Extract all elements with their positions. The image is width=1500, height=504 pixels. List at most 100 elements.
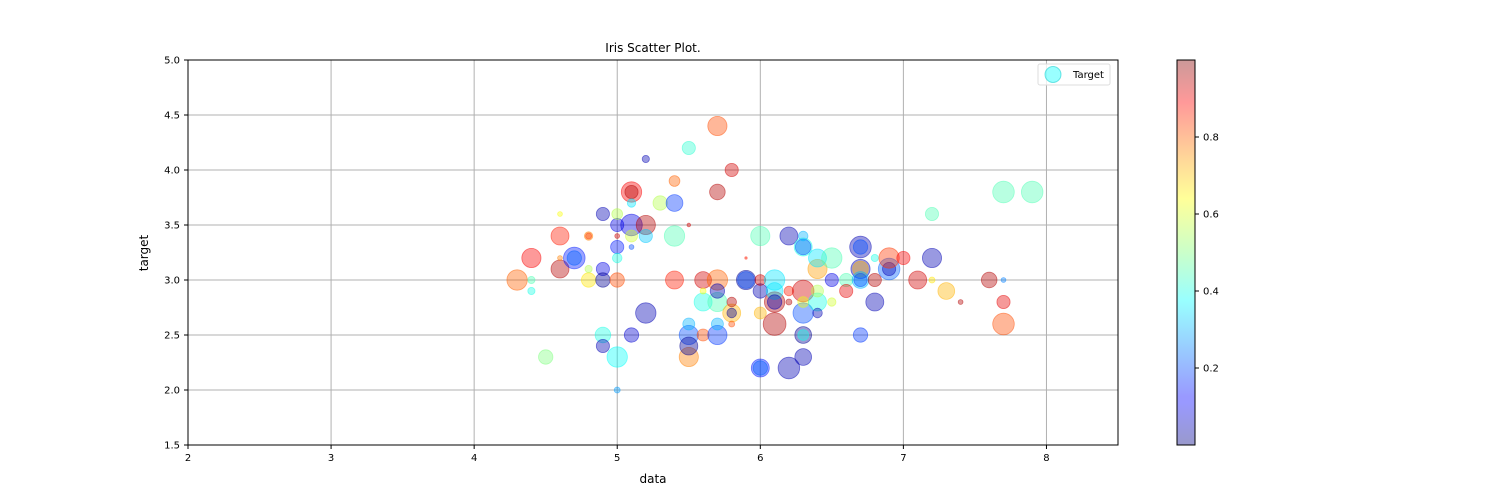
colorbar: 0.2 0.4 0.6 0.8 [1176,59,1219,446]
data-point [812,307,823,319]
data-point [1020,180,1044,204]
data-point [792,279,815,303]
data-point [635,302,657,324]
plot-area-frame [187,59,1119,446]
data-point [521,247,542,268]
data-point [635,214,656,235]
x-tick-label: 6 [757,453,763,464]
data-point [763,269,786,291]
data-point [737,271,755,289]
data-point [628,244,635,250]
data-point [824,272,839,287]
data-point [821,247,843,269]
data-point [797,329,809,341]
y-tick-label: 2.5 [164,331,180,342]
data-point [585,232,592,240]
data-point [925,206,940,221]
data-point [557,255,563,261]
colorbar-tick-label: 0.8 [1203,133,1219,144]
y-axis-ticks: 1.5 2.0 2.5 3.0 3.5 4.0 4.5 5.0 [164,56,188,452]
y-tick-label: 3.5 [164,221,180,232]
data-point [668,175,681,187]
data-point [610,239,625,254]
data-point [882,261,897,276]
data-point [686,222,691,228]
data-point [557,211,563,217]
legend: Target [1037,63,1111,86]
data-point [550,226,570,246]
scatter-points [506,116,1044,394]
data-point [867,272,882,287]
chart-title: Iris Scatter Plot. [605,41,700,55]
data-point [793,237,813,257]
data-point [744,256,748,260]
data-point [606,346,628,368]
data-point [594,326,612,344]
x-tick-label: 8 [1043,453,1049,464]
data-point [595,261,610,276]
y-axis-label: target [137,234,151,271]
data-point [852,327,869,343]
data-point [709,183,726,201]
data-point [792,302,814,324]
data-point [750,225,771,246]
data-point [678,324,699,345]
data-point [754,274,767,286]
data-point [538,349,554,365]
data-point [797,296,809,308]
data-point [753,306,767,320]
data-point [681,140,696,155]
data-point [807,258,828,279]
colorbar-ticks: 0.2 0.4 0.6 0.8 [1195,133,1219,375]
data-point [798,230,809,242]
data-point [665,194,684,212]
data-point [766,294,783,310]
x-tick-label: 3 [328,453,334,464]
data-point [506,269,528,291]
x-axis-ticks: 2 3 4 5 6 7 8 [185,445,1050,464]
data-point [808,292,827,312]
data-point [682,317,696,331]
data-point [595,206,610,221]
data-point [853,272,868,287]
data-point [625,229,638,243]
y-tick-label: 4.5 [164,111,180,122]
x-tick-label: 2 [185,453,191,464]
data-point [595,338,610,353]
data-point [928,276,936,284]
data-point [663,225,686,247]
data-point [957,299,964,305]
data-point [707,116,728,137]
data-point [726,307,737,319]
data-point [981,271,998,289]
data-point [736,269,757,290]
data-point [612,252,623,264]
data-point [726,296,737,308]
legend-label-target: Target [1072,70,1104,81]
data-point [693,292,713,312]
data-point [563,246,586,270]
data-point [623,327,640,343]
data-point [679,336,699,356]
data-point [752,360,768,376]
y-tick-label: 2.0 [164,386,180,397]
data-point [827,297,837,307]
data-point [794,348,812,366]
x-tick-label: 5 [614,453,620,464]
legend-marker [1044,66,1062,83]
data-point [865,292,885,312]
data-point [620,213,643,237]
y-tick-label: 3.0 [164,276,180,287]
data-point [652,195,668,211]
data-point [851,271,870,289]
data-point [992,312,1015,336]
data-point [808,248,827,268]
data-point [620,181,643,203]
colorbar-tick-label: 0.2 [1203,364,1219,375]
data-point [870,253,879,262]
data-point [722,303,742,323]
data-point [665,270,684,290]
data-point [783,285,795,297]
